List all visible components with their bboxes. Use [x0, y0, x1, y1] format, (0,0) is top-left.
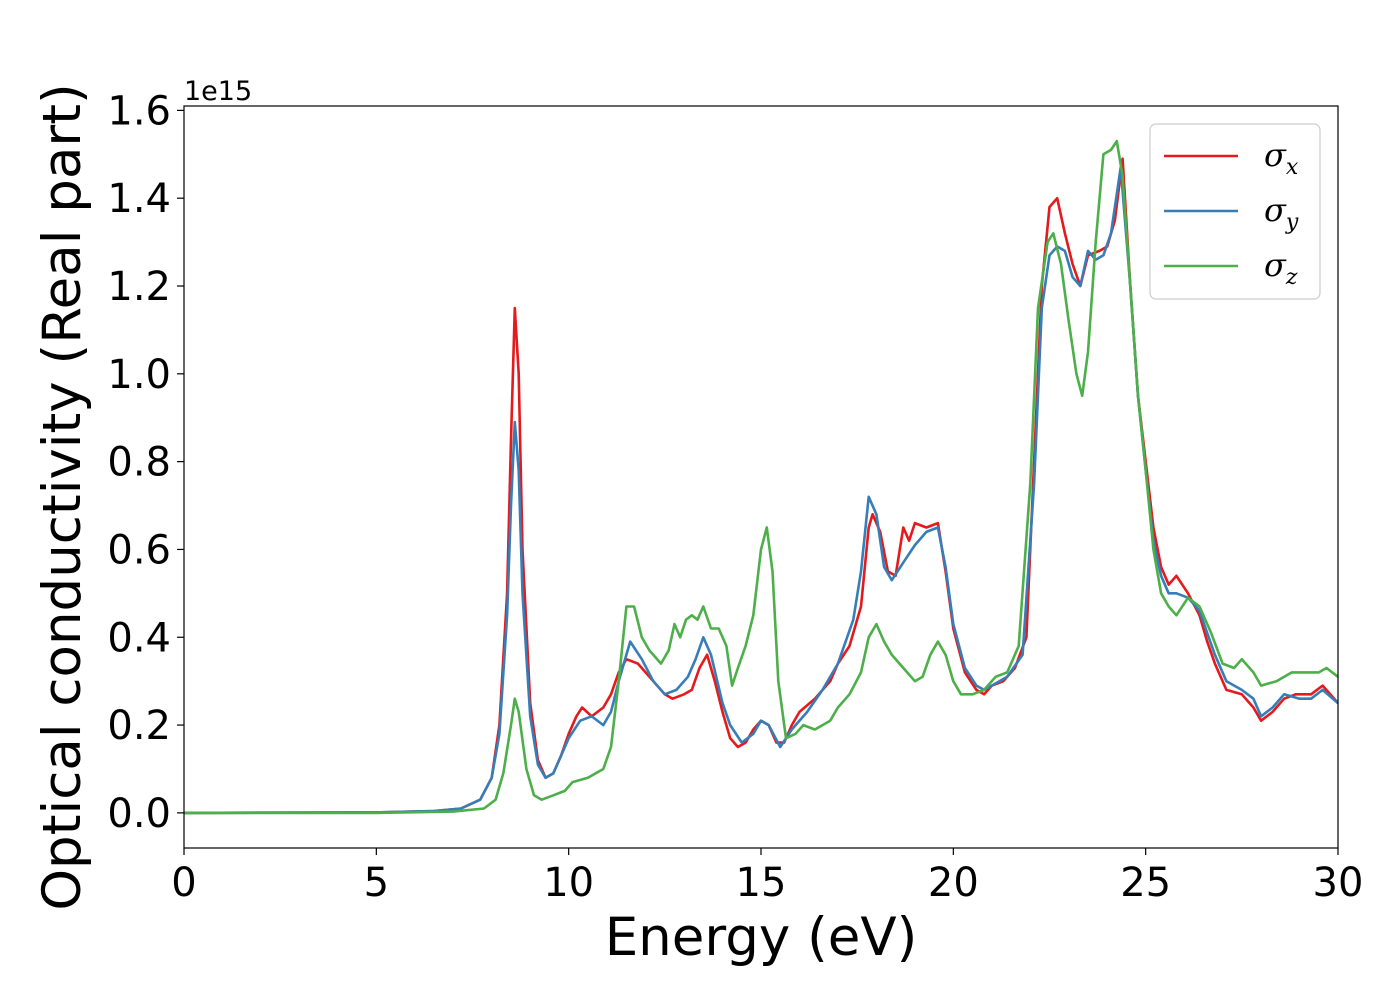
y-axis-title: Optical conductivity (Real part) — [32, 83, 93, 910]
x-tick-label: 0 — [171, 860, 196, 906]
y-tick-label: 1.0 — [107, 352, 171, 398]
series-layer — [184, 139, 1338, 815]
y-offset-label: 1e15 — [184, 76, 252, 107]
y-tick-label: 1.2 — [107, 264, 171, 310]
y-axis: 0.0 0.2 0.4 0.6 0.8 1.0 1.2 1.4 1.6 — [107, 88, 184, 837]
legend: σx σy σz — [1149, 123, 1321, 300]
series-line-y — [184, 166, 1338, 815]
y-tick-label: 0.8 — [107, 440, 171, 486]
y-tick-label: 0.6 — [107, 527, 171, 573]
x-tick-label: 5 — [364, 860, 389, 906]
x-tick-label: 15 — [736, 860, 787, 906]
x-axis-title: Energy (eV) — [605, 907, 918, 968]
legend-label-x: σx — [1264, 136, 1299, 180]
x-tick-label: 10 — [543, 860, 594, 906]
legend-label-z: σz — [1264, 246, 1298, 290]
x-tick-label: 30 — [1313, 860, 1364, 906]
x-tick-label: 20 — [928, 860, 979, 906]
y-tick-label: 0.2 — [107, 703, 171, 749]
y-tick-label: 0.4 — [107, 615, 171, 661]
x-tick-label: 25 — [1120, 860, 1171, 906]
y-tick-label: 0.0 — [107, 791, 171, 837]
x-axis: 0 5 10 15 20 25 30 — [171, 848, 1363, 906]
y-tick-label: 1.6 — [107, 88, 171, 134]
y-tick-label: 1.4 — [107, 176, 171, 222]
legend-label-y: σy — [1264, 191, 1299, 235]
series-line-z — [184, 139, 1338, 815]
series-line-x — [184, 157, 1338, 815]
